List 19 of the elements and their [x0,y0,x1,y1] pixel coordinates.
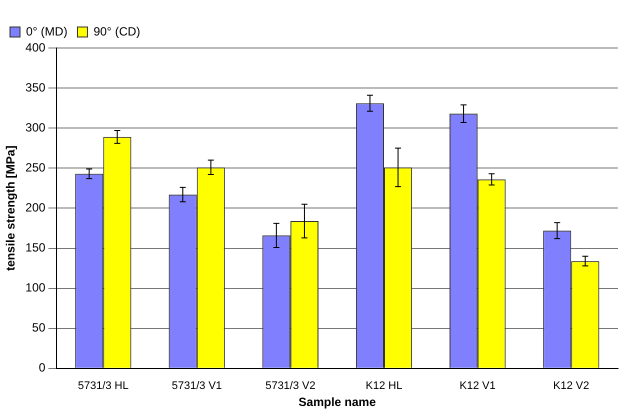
y-tick-label: 150 [25,240,46,255]
x-tick-label: K12 V2 [553,380,590,392]
x-tick-label: 5731/3 V2 [265,380,316,392]
legend-label: 90° (CD) [93,24,140,38]
x-tick-label: 5731/3 HL [78,380,129,392]
y-tick-label: 100 [25,280,46,295]
x-axis-title: Sample name [298,395,376,410]
y-tick-label: 400 [25,40,46,54]
x-tick-label: K12 V1 [460,380,496,392]
y-tick-label: 300 [25,120,46,134]
y-axis-title: tensile strength [MPa] [4,146,18,271]
x-tick-label: K12 HL [366,380,402,392]
x-tick-label: 5731/3 V1 [172,380,222,392]
y-tick-label: 200 [25,200,46,215]
y-tick-label: 50 [32,320,46,335]
legend-label: 0° (MD) [26,24,68,38]
y-tick-label: 0 [38,360,46,375]
y-tick-label: 250 [25,160,46,174]
y-tick-label: 350 [25,80,46,94]
